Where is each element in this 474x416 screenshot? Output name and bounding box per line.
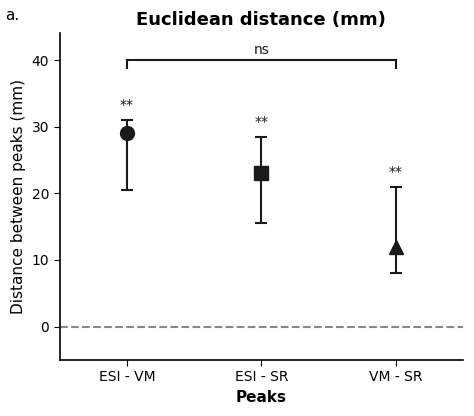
Text: ns: ns [254, 43, 269, 57]
Text: a.: a. [5, 8, 19, 23]
Y-axis label: Distance between peaks (mm): Distance between peaks (mm) [11, 79, 26, 314]
X-axis label: Peaks: Peaks [236, 390, 287, 405]
Title: Euclidean distance (mm): Euclidean distance (mm) [137, 11, 386, 29]
Text: **: ** [254, 115, 268, 129]
Text: **: ** [120, 98, 134, 112]
Text: **: ** [389, 165, 403, 179]
